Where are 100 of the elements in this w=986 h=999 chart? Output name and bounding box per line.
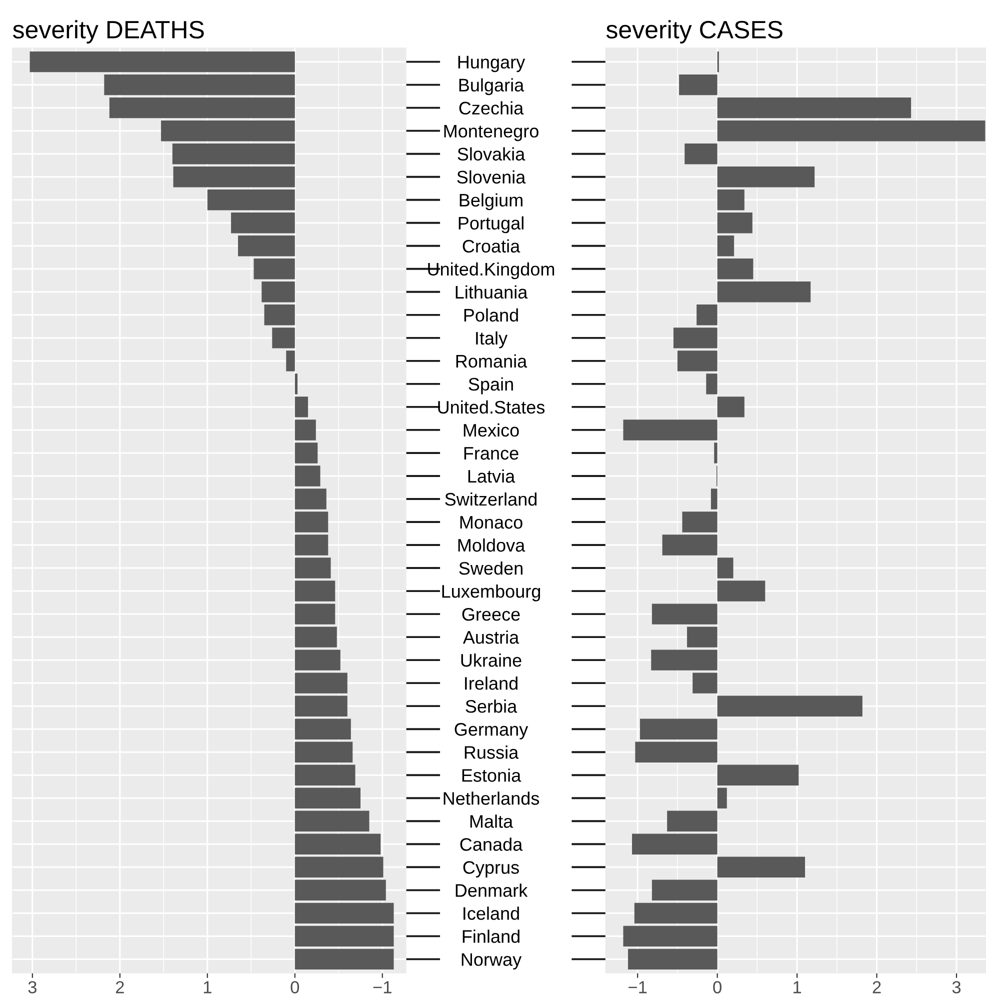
x-tick-label: 1 xyxy=(794,981,802,994)
chart-title: severity DEATHS xyxy=(12,20,204,44)
bar xyxy=(679,74,718,96)
y-tick-label: Canada xyxy=(460,838,523,851)
bar xyxy=(696,304,718,326)
y-tick-label: United.States xyxy=(438,400,545,414)
y-tick-label: Moldova xyxy=(458,538,526,552)
bar xyxy=(717,396,744,418)
y-tick-label: Italy xyxy=(476,331,508,348)
bar xyxy=(109,97,295,118)
x-tick-label: 3 xyxy=(28,981,36,994)
bar xyxy=(294,926,394,947)
bar xyxy=(294,558,331,578)
bar xyxy=(264,304,295,326)
bar xyxy=(238,236,295,256)
bar xyxy=(717,856,806,878)
bar xyxy=(623,926,718,947)
x-tick-label: 2 xyxy=(872,981,881,994)
bar xyxy=(294,880,386,901)
y-tick-label: United.Kingdom xyxy=(428,262,554,280)
bar xyxy=(172,143,295,164)
bar xyxy=(294,604,336,624)
bar xyxy=(294,902,394,924)
y-tick-label: Monaco xyxy=(460,516,522,529)
bar xyxy=(294,718,351,740)
bar xyxy=(294,420,316,440)
bar xyxy=(294,626,337,648)
y-tick-label: Norway xyxy=(462,953,522,970)
bar xyxy=(286,350,295,372)
y-tick-label: Spain xyxy=(468,377,513,394)
bar xyxy=(651,650,718,670)
bar xyxy=(717,212,752,234)
y-tick-label: Ukraine xyxy=(461,654,522,667)
y-tick-label: Hungary xyxy=(458,56,526,72)
bar xyxy=(628,948,718,970)
bar xyxy=(717,236,734,256)
bar xyxy=(294,834,381,854)
y-tick-label: Serbia xyxy=(466,700,518,713)
bar xyxy=(684,143,718,164)
bar xyxy=(717,282,811,302)
chart-title: severity CASES xyxy=(606,20,782,44)
bar xyxy=(717,788,727,808)
x-tick-label: −1 xyxy=(628,981,647,994)
y-tick-label: Poland xyxy=(464,308,518,322)
bar xyxy=(717,190,744,210)
bar xyxy=(294,742,353,762)
bar xyxy=(714,442,718,464)
bar xyxy=(294,534,328,556)
bar xyxy=(717,120,986,142)
y-tick-label: France xyxy=(464,447,518,460)
y-tick-label: Slovakia xyxy=(458,147,526,161)
bar xyxy=(682,512,718,532)
bar xyxy=(717,580,766,602)
bar xyxy=(632,834,718,854)
y-tick-label: Austria xyxy=(462,630,520,644)
bar xyxy=(673,328,718,348)
bar xyxy=(294,856,384,878)
bar xyxy=(262,282,295,302)
y-tick-label: Mexico xyxy=(464,423,519,437)
y-tick-label: Czechia xyxy=(459,101,524,115)
bar xyxy=(640,718,718,740)
y-tick-label: Finland xyxy=(462,930,520,943)
bar xyxy=(173,166,295,188)
y-tick-label: Belgium xyxy=(460,193,522,210)
y-tick-label: Netherlands xyxy=(444,792,540,805)
y-tick-label: Luxembourg xyxy=(442,584,540,602)
bar xyxy=(662,534,718,556)
x-tick-label: 3 xyxy=(952,981,961,994)
bar xyxy=(294,672,348,694)
bar xyxy=(104,74,295,96)
bar xyxy=(717,166,815,188)
y-tick-label: Malta xyxy=(470,814,514,828)
y-tick-label: Bulgaria xyxy=(459,78,524,96)
bar xyxy=(677,350,718,372)
y-tick-label: Cyprus xyxy=(463,861,519,878)
bar xyxy=(717,97,912,118)
y-tick-label: Lithuania xyxy=(456,285,528,299)
bar xyxy=(717,764,799,786)
y-tick-label: Sweden xyxy=(459,561,522,575)
bar xyxy=(294,650,340,670)
bar xyxy=(635,742,718,762)
bar xyxy=(294,466,320,486)
bar xyxy=(294,948,394,970)
bar xyxy=(294,488,326,510)
x-tick-label: 2 xyxy=(116,981,124,994)
y-tick-label: Germany xyxy=(454,723,528,740)
bar xyxy=(294,696,348,716)
y-tick-label: Iceland xyxy=(464,906,519,920)
bar xyxy=(717,696,862,716)
bar xyxy=(294,764,356,786)
bar xyxy=(667,810,718,832)
x-tick-label: −1 xyxy=(373,981,392,994)
x-tick-label: 1 xyxy=(204,981,212,994)
bar xyxy=(272,328,295,348)
y-tick-label: Romania xyxy=(456,354,528,368)
bar xyxy=(294,374,298,394)
y-tick-label: Russia xyxy=(464,746,519,759)
bar xyxy=(634,902,718,924)
bar xyxy=(30,51,295,72)
bar xyxy=(294,788,361,808)
